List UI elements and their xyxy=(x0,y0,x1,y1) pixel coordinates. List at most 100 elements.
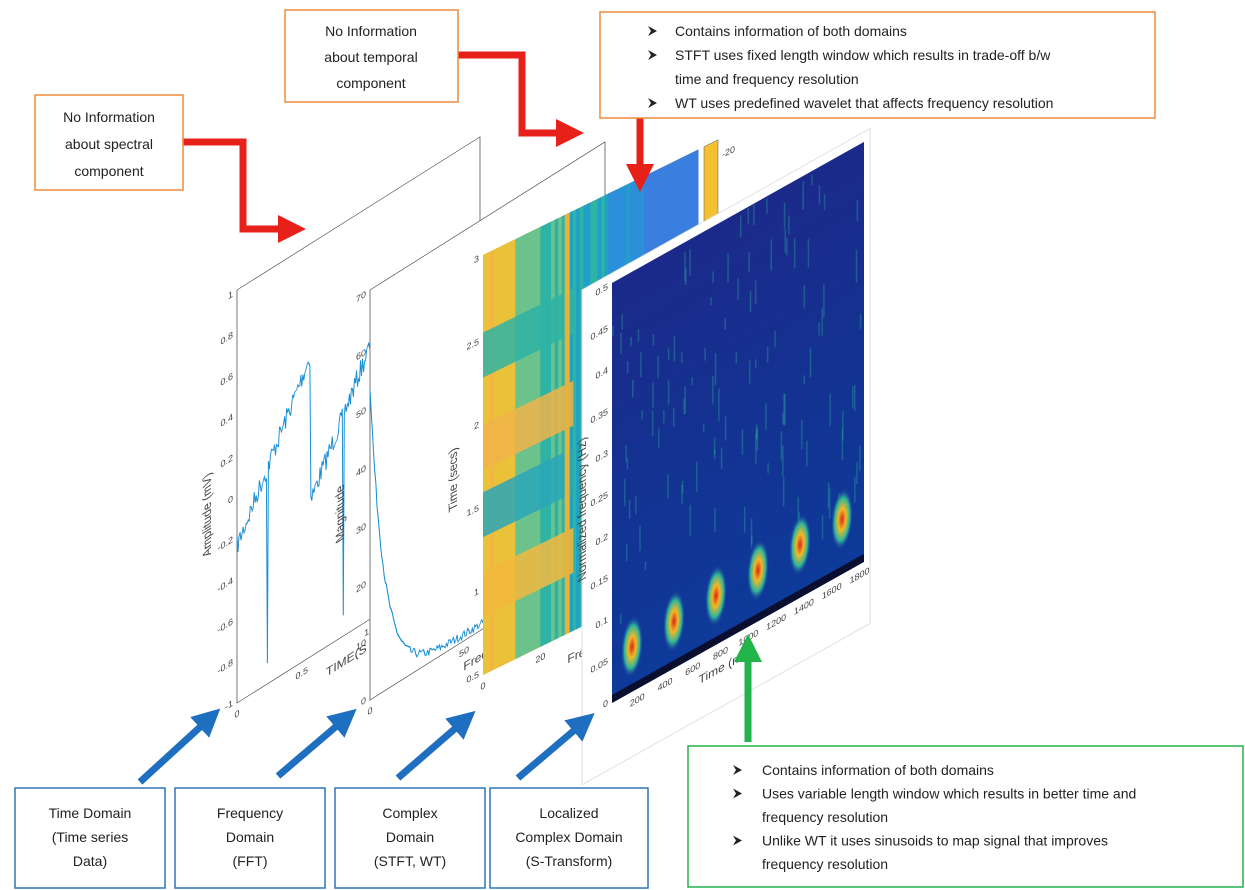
box-text: No Information xyxy=(325,23,417,39)
st-speckle xyxy=(667,348,670,361)
st-speckle xyxy=(667,379,670,406)
st-speckle xyxy=(766,346,769,363)
st-speckle xyxy=(784,393,786,427)
st-speckle xyxy=(783,202,786,229)
box-text: Domain xyxy=(226,829,274,845)
st-speckle xyxy=(755,358,757,369)
y-tick-label: 50 xyxy=(356,405,366,422)
box-text: (S-Transform) xyxy=(526,853,613,869)
y-tick-label: -1 xyxy=(225,698,233,713)
stft-column xyxy=(576,207,581,630)
st-speckle xyxy=(827,482,830,510)
st-speckle xyxy=(625,543,628,562)
stft-band xyxy=(483,380,574,470)
st-speckle xyxy=(685,267,687,286)
y-tick-label: 60 xyxy=(356,347,366,364)
st-speckle xyxy=(741,428,744,455)
y-tick-label: 20 xyxy=(356,579,366,596)
st-speckle xyxy=(747,207,750,225)
box-text: Domain xyxy=(386,829,434,845)
y-tick-label: -0.6 xyxy=(217,616,233,636)
st-speckle xyxy=(689,249,691,277)
st-speckle xyxy=(720,447,723,470)
st-blob xyxy=(747,539,769,601)
st-speckle xyxy=(737,278,739,301)
st-speckle xyxy=(727,253,729,283)
st-speckle xyxy=(714,507,716,533)
y-tick-label: 30 xyxy=(356,521,366,538)
st-speckle xyxy=(724,317,727,331)
st-speckle xyxy=(712,270,714,284)
st-speckle xyxy=(640,351,642,378)
y-tick-label: 1 xyxy=(228,289,233,302)
bullet-text: frequency resolution xyxy=(762,809,888,825)
box-text: Time Domain xyxy=(49,805,132,821)
st-speckle xyxy=(806,440,808,467)
x-tick-label: 0 xyxy=(367,705,372,719)
domain-box xyxy=(174,787,326,889)
st-speckle xyxy=(691,376,693,386)
box-text: about spectral xyxy=(65,136,153,152)
x-tick-label: 20 xyxy=(535,651,545,666)
y-axis-label: Time (secs) xyxy=(447,445,460,514)
colorbar-tick: -20 xyxy=(722,144,735,161)
st-speckle xyxy=(652,382,654,409)
y-axis-label: Amplitude (mV) xyxy=(200,470,214,561)
blue-arrow xyxy=(515,712,595,781)
bullet-text: frequency resolution xyxy=(762,856,888,872)
stft-band xyxy=(483,527,574,617)
st-blob xyxy=(663,590,685,652)
boxes xyxy=(14,9,1244,889)
st-speckle xyxy=(683,397,685,415)
st-speckle xyxy=(628,499,631,520)
box-text: Frequency xyxy=(217,805,283,821)
bullet-text: Contains information of both domains xyxy=(762,762,994,778)
bullet-text: Unlike WT it uses sinusoids to map signa… xyxy=(762,833,1108,849)
st-speckle xyxy=(818,185,821,205)
y-tick-label: 0.5 xyxy=(466,669,479,686)
st-speckle xyxy=(626,360,629,374)
st-speckle xyxy=(780,431,783,462)
st-speckle xyxy=(641,409,643,420)
st-speckle xyxy=(855,249,858,284)
st-speckle xyxy=(702,422,705,433)
y-tick-label: 1 xyxy=(474,586,479,599)
st-speckle xyxy=(625,444,627,463)
st-speckle xyxy=(828,487,831,520)
st-speckle xyxy=(651,410,654,437)
st-speckle xyxy=(859,445,861,472)
callout-box xyxy=(687,745,1244,888)
y-tick-label: 0.8 xyxy=(220,330,233,348)
st-speckle xyxy=(823,284,825,318)
bullet-text: WT uses predefined wavelet that affects … xyxy=(675,95,1053,111)
bullet xyxy=(648,50,657,60)
box-text: (Time series xyxy=(52,829,129,845)
st-speckle xyxy=(663,409,665,424)
red-arrow xyxy=(183,138,306,243)
st-speckle xyxy=(681,351,683,364)
callout-box xyxy=(284,9,459,103)
st-speckle xyxy=(753,203,755,226)
st-blob xyxy=(621,616,643,678)
domain-box xyxy=(334,787,486,889)
st-speckle xyxy=(748,251,750,273)
box-text: Data) xyxy=(73,853,107,869)
y-tick-label: -0.2 xyxy=(217,535,233,555)
y-tick-label: -0.8 xyxy=(217,657,233,677)
box-text: No Information xyxy=(63,109,155,125)
box-text: (FFT) xyxy=(233,853,268,869)
st-speckle xyxy=(809,347,812,378)
bullet xyxy=(733,835,742,846)
red-arrow xyxy=(458,51,584,147)
stft-band xyxy=(483,447,574,538)
box-text: Complex xyxy=(382,805,437,821)
stft-column xyxy=(572,209,577,632)
st-speckle xyxy=(684,386,686,415)
st-speckle xyxy=(801,419,803,450)
y-tick-label: 0.2 xyxy=(220,453,233,471)
st-speckle xyxy=(704,347,706,361)
st-speckle xyxy=(859,313,862,330)
st-speckle xyxy=(713,449,716,460)
st-speckle xyxy=(612,325,614,337)
y-tick-label: 0 xyxy=(228,493,233,507)
